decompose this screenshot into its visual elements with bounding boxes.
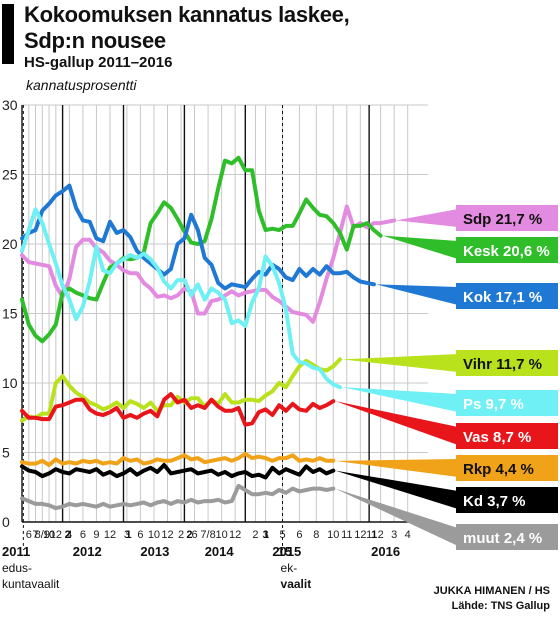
legend-label-kd: Kd 3,7 % [463,493,526,510]
y-tick-label: 0 [2,514,10,530]
month-tick-label: 6 [191,529,197,541]
legend-box-muut [456,524,558,550]
legend-label-ps: Ps 9,7 % [463,396,524,413]
year-start-mark: 1 [263,529,269,541]
legend-box-vihr [456,350,558,376]
credit-source: Lähde: TNS Gallup [451,600,550,612]
y-tick-label: 10 [2,375,18,391]
month-tick-label: 12 [229,529,241,541]
month-tick-label: 2 [378,529,384,541]
month-tick-label: 8 [313,529,319,541]
election-label-part-1: ek- [281,561,298,575]
legend-box-sdp [456,205,558,231]
year-label: 2016 [371,544,400,559]
y-tick-label: 15 [2,306,18,322]
month-tick-label: 6 [296,529,302,541]
legend-box-kok [456,283,558,309]
month-tick-label: 2 [178,529,184,541]
month-tick-label: 10 [43,529,55,541]
month-tick-label: 10 [327,529,339,541]
callout-pointer-kok [375,284,458,305]
month-tick-label: 3 [391,529,397,541]
month-tick-label: 12 [354,529,366,541]
y-axis-unit-label: kannatusprosentti [26,77,137,93]
callout-pointer-kesk [382,235,458,259]
callout-pointer-muut [335,488,458,546]
month-tick-label: 3 [124,529,130,541]
legend-label-rkp: Rkp 4,4 % [463,461,534,478]
y-tick-label: 30 [2,97,18,113]
month-tick-label: 3 [263,529,269,541]
callout-pointer-rkp [335,459,458,477]
election-label-year: 15 [278,544,292,559]
election-label-part-1: edus- [2,561,32,575]
month-tick-label: 11 [341,529,352,541]
month-tick-label: 1 [366,529,372,541]
month-tick-label: 10 [215,529,227,541]
month-tick-label: 7 [32,529,38,541]
year-start-mark: 1 [371,529,377,541]
year-label: 2012 [73,544,102,559]
month-tick-label: 12 [50,529,62,541]
series-line-vas [20,392,336,427]
legend-label-vas: Vas 8,7 % [463,429,531,446]
month-tick-label: 6 [26,529,32,541]
legend-label-kok: Kok 17,1 % [463,289,542,306]
year-label: 2015 [272,544,301,559]
legend-label-kesk: Kesk 20,6 % [463,243,550,260]
callout-pointer-ps [342,387,458,412]
legend-box-rkp [456,455,558,481]
month-tick-label: 12 [161,529,173,541]
month-tick-label: 4 [405,529,411,541]
series-line-sdp [20,204,397,324]
series-line-muut [20,483,336,511]
series-line-kd [20,463,336,480]
callout-pointer-kd [335,470,458,509]
month-tick-label: 10 [148,529,160,541]
election-label-part-2: kuntavaalit [2,577,60,591]
month-tick-label: 4 [66,529,72,541]
month-tick-label: 6 [137,529,143,541]
legend-label-vihr: Vihr 11,7 % [463,356,542,373]
callout-pointer-vihr [342,354,458,372]
chart-title: Kokoomuksen kannatus laskee, Sdp:n nouse… [24,2,350,53]
legend-box-vas [456,423,558,449]
year-start-mark: 1 [126,529,132,541]
election-label-part-2: vaalit [281,577,312,591]
series-line-rkp [20,451,336,467]
month-tick-label: 9 [93,529,99,541]
month-tick-label: 7/8 [200,529,215,541]
chart-subtitle: HS-gallup 2011–2016 [24,54,173,71]
y-tick-label: 20 [2,236,18,252]
year-start-mark: 2 [186,529,192,541]
month-tick-label: 5 [279,529,285,541]
credit-author: JUKKA HIMANEN / HS [433,585,550,597]
legend-box-kd [456,487,558,513]
callout-pointer-sdp [396,209,458,227]
month-tick-label: 6 [80,529,86,541]
legend-box-ps [456,390,558,416]
series-line-ps [20,207,342,390]
year-label: 2011 [2,544,30,559]
y-tick-label: 25 [2,167,18,183]
legend-box-kesk [456,237,558,263]
y-tick-label: 5 [2,445,10,461]
month-tick-label: 2 [252,529,258,541]
series-line-kok [20,183,376,291]
legend-label-muut: muut 2,4 % [463,530,542,547]
callout-pointer-vas [335,401,458,445]
year-label: 2014 [205,544,235,559]
legend-label-sdp: Sdp 21,7 % [463,211,542,228]
month-tick-label: 12 [104,529,116,541]
year-start-mark: 2 [65,529,71,541]
title-bar-decoration [2,4,14,64]
year-label: 2013 [140,544,169,559]
month-tick-label: 8/9 [35,529,50,541]
